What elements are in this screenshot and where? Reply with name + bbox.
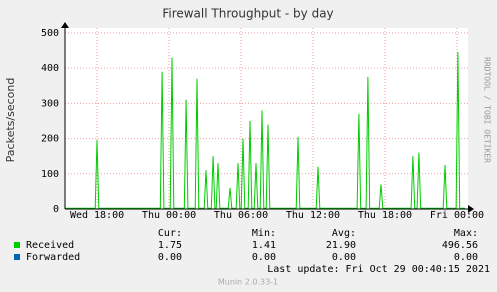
x-tick-label: Wed 18:00 — [70, 210, 124, 221]
x-tick-label: Thu 18:00 — [358, 210, 412, 221]
legend-label: Received — [26, 240, 74, 251]
y-axis-label: Packets/second — [4, 78, 17, 163]
x-tick-label: Thu 12:00 — [286, 210, 340, 221]
y-tick-label: 400 — [41, 63, 59, 74]
summary-value: 1.41 — [252, 240, 276, 251]
footer: Munin 2.0.33-1 — [218, 278, 278, 287]
x-tick-label: Fri 00:00 — [430, 210, 484, 221]
legend-swatch — [14, 254, 20, 260]
summary-value: 0.00 — [454, 252, 478, 263]
summary-value: 496.56 — [442, 240, 478, 251]
y-tick-label: 500 — [41, 28, 59, 39]
y-tick-label: 0 — [53, 204, 59, 215]
y-tick-label: 100 — [41, 169, 59, 180]
series-line — [65, 52, 465, 209]
summary-header: Cur: — [158, 228, 182, 239]
summary-header: Avg: — [332, 228, 356, 239]
summary-value: 0.00 — [158, 252, 182, 263]
summary-header: Max: — [454, 228, 478, 239]
summary-header: Min: — [252, 228, 276, 239]
summary-value: 0.00 — [252, 252, 276, 263]
x-tick-label: Thu 00:00 — [142, 210, 196, 221]
chart-title: Firewall Throughput - by day — [162, 7, 333, 21]
last-update: Last update: Fri Oct 29 00:40:15 2021 — [267, 264, 490, 275]
legend-label: Forwarded — [26, 252, 80, 263]
summary-value: 0.00 — [332, 252, 356, 263]
legend-swatch — [14, 242, 20, 248]
x-tick-label: Thu 06:00 — [214, 210, 268, 221]
y-tick-label: 200 — [41, 134, 59, 145]
summary-value: 1.75 — [158, 240, 182, 251]
summary-value: 21.90 — [326, 240, 356, 251]
y-tick-label: 300 — [41, 98, 59, 109]
side-text: RRDTOOL / TOBI OETIKER — [483, 57, 492, 163]
